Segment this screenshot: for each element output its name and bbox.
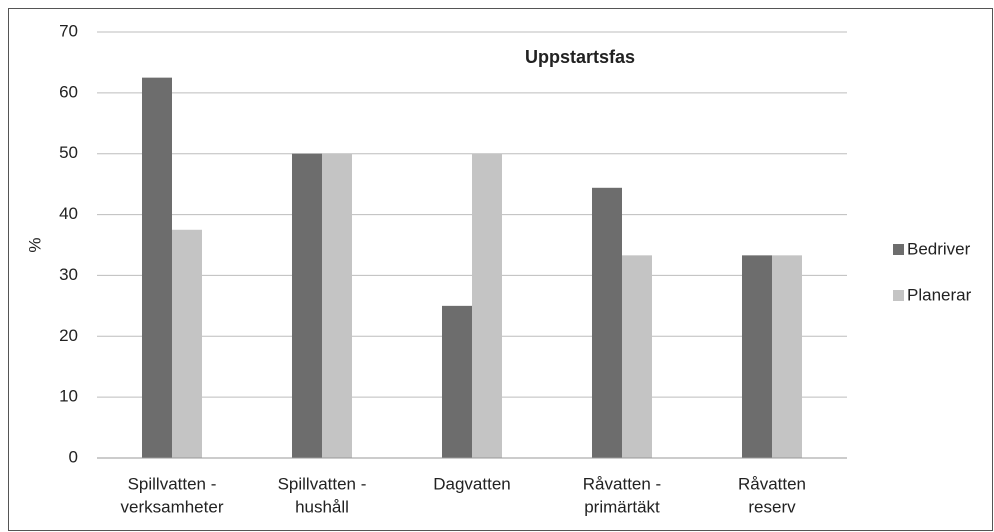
x-tick-label: Spillvatten - <box>128 474 217 493</box>
x-tick-label: hushåll <box>295 497 349 516</box>
bar <box>592 187 622 458</box>
y-axis-label: % <box>25 237 44 252</box>
x-tick-label: Råvatten - <box>583 474 661 493</box>
legend-label: Bedriver <box>907 239 971 258</box>
bar <box>142 77 172 459</box>
y-tick-label: 40 <box>59 204 78 223</box>
bar <box>772 255 802 458</box>
bar <box>292 153 322 458</box>
x-tick-label: primärtäkt <box>584 497 660 516</box>
x-tick-label: Råvatten <box>738 474 806 493</box>
legend-swatch <box>893 290 904 301</box>
y-tick-label: 30 <box>59 265 78 284</box>
bar <box>172 229 202 458</box>
bar <box>322 153 352 458</box>
x-tick-label: reserv <box>748 497 796 516</box>
y-tick-label: 50 <box>59 143 78 162</box>
bar <box>742 255 772 458</box>
y-tick-label: 10 <box>59 387 78 406</box>
y-tick-label: 0 <box>69 447 78 466</box>
bar <box>442 305 472 458</box>
x-tick-label: Spillvatten - <box>278 474 367 493</box>
chart-title: Uppstartsfas <box>525 47 635 67</box>
bar <box>622 255 652 458</box>
bar <box>472 153 502 458</box>
legend-label: Planerar <box>907 285 972 304</box>
y-tick-label: 20 <box>59 326 78 345</box>
x-tick-label: Dagvatten <box>433 474 511 493</box>
legend-swatch <box>893 244 904 255</box>
y-tick-label: 70 <box>59 21 78 40</box>
y-tick-label: 60 <box>59 82 78 101</box>
x-tick-label: verksamheter <box>121 497 224 516</box>
